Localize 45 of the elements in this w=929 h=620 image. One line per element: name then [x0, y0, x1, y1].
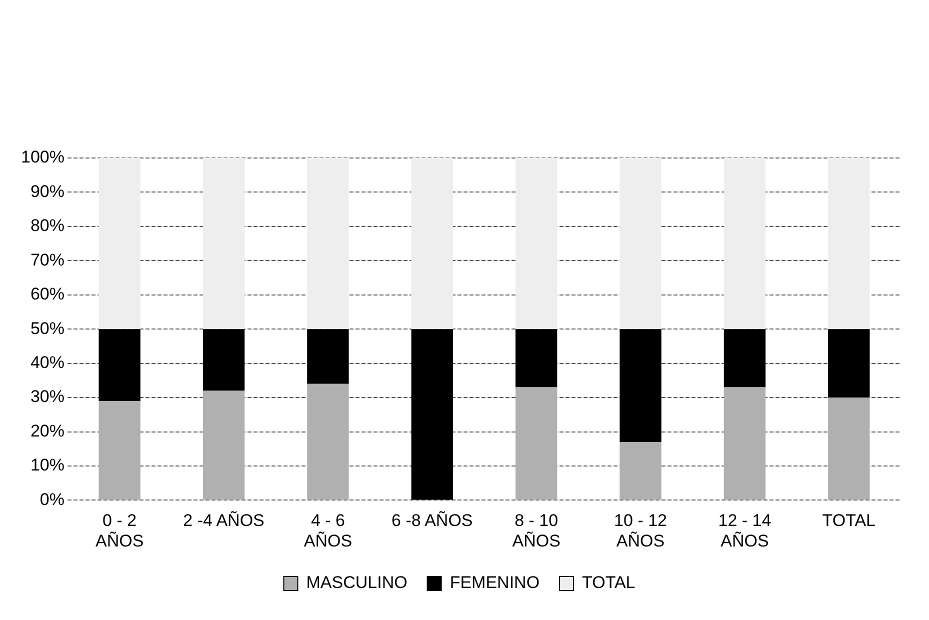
bar — [724, 387, 766, 500]
bar — [411, 329, 453, 500]
x-tick-label: 12 - 14 AÑOS — [718, 511, 772, 550]
y-tick-label: 90% — [30, 182, 64, 201]
y-tick-label: 100% — [20, 148, 64, 167]
bar — [307, 384, 349, 500]
y-tick-label: 30% — [30, 387, 64, 406]
bar — [202, 158, 245, 330]
bar — [724, 329, 766, 388]
y-tick-label: 50% — [30, 318, 64, 338]
bar — [828, 398, 870, 500]
y-tick-label: 20% — [30, 421, 64, 440]
legend-label: TOTAL — [582, 573, 636, 592]
bar — [98, 158, 140, 330]
legend-label: MASCULINO — [306, 573, 408, 592]
bar — [620, 329, 662, 442]
x-tick-label: 0 - 2 AÑOS — [95, 511, 144, 550]
bar — [202, 329, 245, 391]
bar — [828, 158, 870, 330]
x-tick-label: 10 - 12 AÑOS — [614, 511, 667, 550]
y-tick-label: 80% — [30, 216, 64, 236]
y-tick-label: 70% — [30, 250, 64, 270]
bar — [202, 390, 245, 500]
bar — [724, 158, 766, 330]
y-tick-label: 60% — [30, 284, 64, 304]
bar — [620, 158, 662, 330]
bar — [98, 329, 140, 401]
x-tick-label: 8 - 10 AÑOS — [512, 511, 560, 550]
bar — [515, 387, 558, 500]
y-tick-label: 0% — [40, 490, 64, 509]
bar — [828, 329, 870, 398]
bar — [98, 400, 140, 500]
x-tick-label: 6 -8 AÑOS — [392, 511, 473, 530]
legend-label: FEMENINO — [450, 573, 540, 592]
y-tick-label: 40% — [30, 353, 64, 372]
bar — [411, 158, 453, 330]
x-tick-label: 4 - 6 AÑOS — [304, 511, 352, 550]
bar — [620, 442, 662, 500]
bar — [515, 329, 558, 388]
bar — [515, 158, 558, 330]
y-tick-label: 10% — [30, 456, 64, 475]
bar — [307, 329, 349, 384]
x-tick-label: TOTAL — [822, 511, 876, 530]
bar — [307, 158, 349, 330]
x-tick-label: 2 -4 AÑOS — [183, 511, 264, 530]
